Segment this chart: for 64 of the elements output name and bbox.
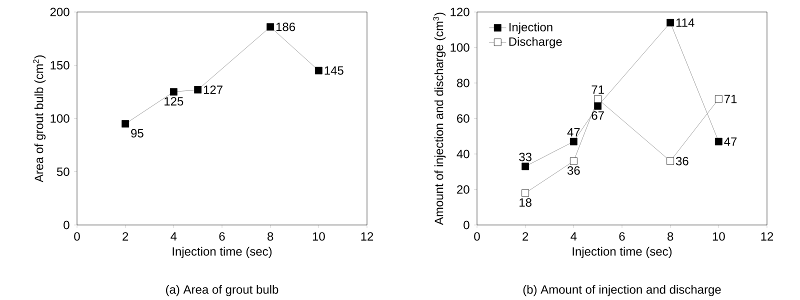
point: [170, 88, 178, 96]
point: [714, 95, 722, 103]
point: [570, 157, 578, 165]
y-tick-label: 100: [50, 114, 70, 123]
data-label: 47: [567, 128, 580, 136]
x-axis-title: Injection time (sec): [172, 246, 272, 258]
y-tick-label: 120: [450, 8, 470, 16]
legend-label: Discharge: [509, 37, 562, 48]
data-label: 47: [724, 137, 737, 146]
y-tick-label: 150: [50, 60, 70, 70]
x-tick-label: 2: [122, 232, 128, 241]
x-tick-label: 0: [74, 232, 80, 241]
point: [522, 189, 530, 197]
x-axis-title: Injection time (sec): [572, 246, 672, 258]
point: [714, 138, 722, 146]
x-tick-label: 6: [619, 232, 625, 241]
y-tick-label: 200: [50, 8, 70, 16]
point: [522, 162, 530, 170]
text: (a) Area of grout bulb: [166, 284, 278, 296]
y-axis-title: Area of grout bulb (cm$^{2}$): [33, 55, 46, 182]
point: [594, 95, 602, 103]
data-label: 67: [592, 111, 604, 120]
x-tick-label: 4: [570, 232, 577, 240]
x-tick-label: 12: [761, 232, 774, 241]
y-tick-label: 100: [450, 43, 470, 52]
data-label: 71: [592, 85, 604, 94]
x-tick-label: 12: [361, 232, 374, 241]
x-tick-label: 6: [219, 232, 225, 241]
x-tick-label: 8: [668, 232, 674, 241]
data-label: 18: [520, 198, 532, 207]
x-tick-label: 0: [474, 232, 480, 241]
x-tick-label: 10: [712, 232, 725, 241]
x-tick-label: 4: [170, 232, 177, 240]
data-label: 36: [567, 166, 580, 175]
data-label: 114: [676, 18, 694, 27]
data-label: 36: [676, 156, 688, 166]
point: [266, 23, 274, 31]
data-label: 33: [519, 152, 532, 162]
point: [194, 86, 202, 94]
point: [314, 66, 322, 74]
point: [666, 157, 674, 165]
data-label: 95: [131, 128, 144, 138]
point: [570, 138, 578, 146]
point: [666, 18, 674, 26]
point: [122, 120, 130, 128]
x-tick-label: 8: [268, 232, 274, 241]
y-tick-label: 80: [456, 78, 470, 88]
y-tick-label: 50: [56, 167, 70, 176]
legend-label: Injection: [509, 22, 552, 34]
data-label: 186: [276, 22, 296, 32]
data-label: 71: [724, 94, 737, 104]
x-tick-label: 10: [312, 232, 325, 241]
data-label: 127: [204, 85, 222, 94]
y-tick-label: 60: [457, 114, 470, 123]
y-tick-label: 0: [64, 220, 70, 230]
text: (b) Amount of injection and discharge: [523, 284, 721, 296]
y-axis-title: Amount of injection and discharge (cm$^{3}$): [433, 12, 446, 225]
y-tick-label: 20: [457, 185, 470, 194]
data-label: 145: [324, 66, 344, 75]
x-tick-label: 2: [522, 232, 528, 241]
data-label: 125: [164, 97, 184, 106]
point: [594, 102, 602, 110]
y-tick-label: 40: [456, 150, 470, 158]
y-tick-label: 0: [464, 220, 470, 230]
